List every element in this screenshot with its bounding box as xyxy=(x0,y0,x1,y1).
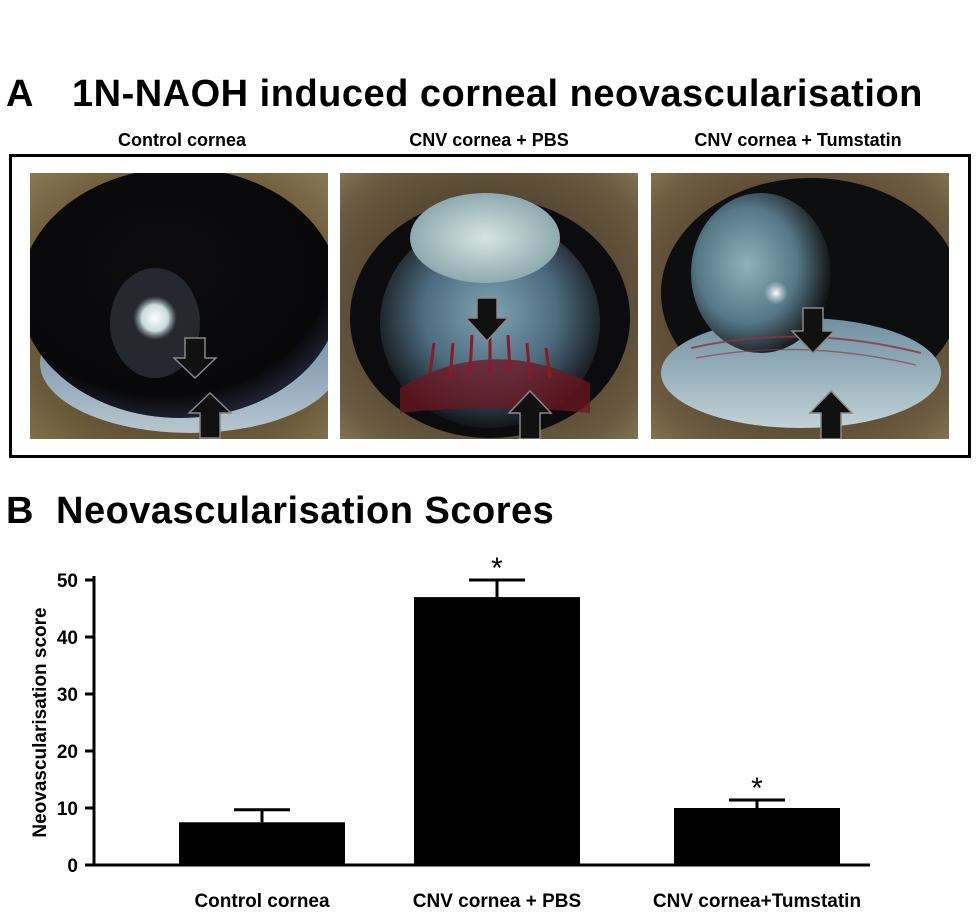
panel-b-title: Neovascularisation Scores xyxy=(56,490,555,532)
image-label-pbs: CNV cornea + PBS xyxy=(409,130,569,150)
significance-marker: * xyxy=(751,772,763,805)
y-tick-label: 40 xyxy=(57,628,78,649)
control-cornea-photo xyxy=(30,173,328,439)
y-axis-label: Neovascularisation score xyxy=(30,607,51,837)
panel-a-title: 1N-NAOH induced corneal neovascularisati… xyxy=(72,73,923,115)
significance-marker: * xyxy=(491,552,503,585)
photo-frame xyxy=(9,154,971,458)
x-category-label: Control cornea xyxy=(194,891,330,912)
y-tick-label: 10 xyxy=(57,799,78,820)
panel-a-letter: A xyxy=(6,73,34,115)
image-label-tumstatin: CNV cornea + Tumstatin xyxy=(694,130,902,150)
neovascularisation-bar-chart: 0 10 20 30 40 50 Neovascularisation score Contr… xyxy=(30,552,870,912)
cnv-pbs-photo xyxy=(340,173,638,439)
bar xyxy=(674,808,840,865)
panel-b-letter: B xyxy=(6,490,34,532)
y-tick-label: 0 xyxy=(67,856,78,877)
image-label-control: Control cornea xyxy=(117,130,246,150)
cnv-tumstatin-photo xyxy=(651,173,949,439)
x-category-label: CNV cornea+Tumstatin xyxy=(653,891,861,912)
y-tick-label: 30 xyxy=(57,685,78,706)
bar xyxy=(414,597,580,865)
y-tick-label: 50 xyxy=(57,571,78,592)
bar xyxy=(179,822,345,865)
x-category-label: CNV cornea + PBS xyxy=(413,891,581,912)
y-tick-label: 20 xyxy=(57,742,78,763)
